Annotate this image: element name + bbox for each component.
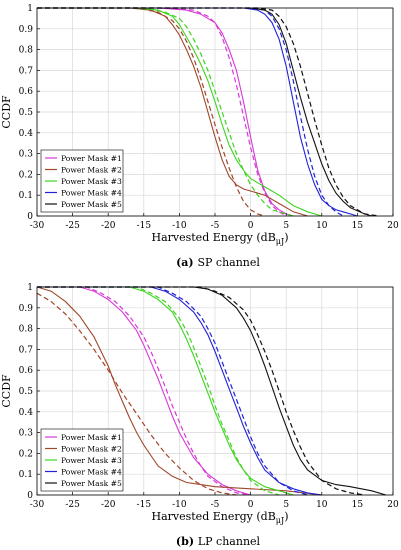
series-line-dashed-2	[37, 7, 265, 217]
y-tick-label: 0.2	[19, 449, 33, 459]
y-tick-label: 0.8	[19, 46, 34, 56]
series-line-solid-3	[37, 7, 322, 217]
x-tick-label: -10	[172, 500, 187, 510]
series-line-solid-2	[36, 286, 322, 496]
x-tick-label: 10	[316, 500, 328, 510]
x-tick-label: 10	[316, 221, 328, 231]
y-tick-label: 0.9	[19, 304, 34, 314]
series-line-dashed-5	[37, 286, 365, 496]
y-tick-label: 0.4	[19, 129, 34, 139]
legend-label-1: Power Mask #1	[61, 433, 122, 442]
y-tick-label: 0.6	[19, 366, 34, 376]
y-tick-label: 0.3	[19, 429, 34, 439]
series-line-dashed-1	[37, 7, 287, 217]
legend: Power Mask #1 Power Mask #2 Power Mask #3 P…	[40, 428, 124, 492]
x-tick-label: 0	[248, 221, 254, 231]
x-tick-label: -20	[101, 500, 116, 510]
series-line-solid-5	[37, 7, 372, 217]
chart-panel-b: -30 -25 -20 -15 -10 -5 0 5 10 15 20 0 0.1 0.2 0.3 0.4 0.…	[0, 283, 399, 548]
y-tick-label: 0.2	[19, 170, 33, 180]
y-tick-label: 1	[27, 4, 33, 14]
series-line-dashed-2	[36, 292, 237, 496]
series-line-dashed-1	[37, 286, 251, 496]
legend-label-4: Power Mask #4	[61, 468, 122, 477]
series-line-solid-1	[37, 286, 251, 496]
x-tick-label: 20	[387, 500, 399, 510]
y-tick-label: 0.7	[19, 66, 34, 76]
legend-label-4: Power Mask #4	[61, 189, 122, 198]
series-line-dashed-3	[37, 7, 294, 217]
legend-label-3: Power Mask #3	[61, 456, 122, 465]
series-line-dashed-4	[37, 286, 308, 496]
x-tick-label: -20	[101, 221, 116, 231]
series-line-solid-4	[37, 286, 322, 496]
legend-box	[40, 428, 124, 492]
x-tick-label: 15	[352, 500, 364, 510]
y-tick-label: 0.6	[19, 87, 34, 97]
legend-label-3: Power Mask #3	[61, 177, 122, 186]
x-tick-label: -5	[211, 221, 220, 231]
series-line-solid-3	[37, 286, 294, 496]
y-tick-label: 0.3	[19, 150, 34, 160]
legend-label-2: Power Mask #2	[61, 445, 122, 454]
x-tick-label: -25	[65, 221, 80, 231]
y-axis-label: CCDF	[0, 95, 13, 129]
series-line-solid-5	[37, 286, 387, 496]
series-group	[36, 286, 387, 496]
legend: Power Mask #1 Power Mask #2 Power Mask #3 P…	[40, 149, 124, 213]
caption: (a) SP channel	[176, 256, 260, 269]
series-line-solid-4	[37, 7, 358, 217]
x-tick-label: 0	[248, 500, 254, 510]
x-tick-label: 5	[283, 500, 289, 510]
y-tick-label: 0.7	[19, 345, 34, 355]
y-tick-label: 0.5	[19, 387, 34, 397]
y-tick-label: 0.8	[19, 325, 34, 335]
legend-label-5: Power Mask #5	[61, 479, 122, 488]
x-tick-label: 20	[387, 221, 399, 231]
x-tick-label: -25	[65, 500, 80, 510]
legend-label-1: Power Mask #1	[61, 154, 122, 163]
chart-panel-a: -30 -25 -20 -15 -10 -5 0 5 10 15 20 0 0.1 0.2 0.3 0.4 0.…	[0, 4, 399, 269]
x-tick-label: 15	[352, 221, 364, 231]
x-tick-label: -15	[137, 500, 152, 510]
x-axis-label: Harvested Energy (dBμJ)	[151, 231, 288, 246]
legend-label-2: Power Mask #2	[61, 166, 122, 175]
y-tick-label: 0.4	[19, 408, 34, 418]
series-line-dashed-5	[37, 7, 379, 217]
x-tick-label: -30	[30, 221, 45, 231]
legend-label-5: Power Mask #5	[61, 200, 122, 209]
x-tick-label: -30	[30, 500, 45, 510]
x-tick-label: -15	[137, 221, 152, 231]
series-group	[37, 7, 379, 217]
y-axis-label: CCDF	[0, 374, 13, 408]
y-tick-label: 0.9	[19, 25, 34, 35]
series-line-solid-1	[37, 7, 294, 217]
y-tick-label: 0	[27, 212, 33, 222]
x-tick-label: -10	[172, 221, 187, 231]
caption: (b) LP channel	[176, 535, 261, 548]
series-line-solid-2	[37, 7, 308, 217]
x-tick-label: 5	[283, 221, 289, 231]
y-tick-label: 0.5	[19, 108, 34, 118]
x-axis-label: Harvested Energy (dBμJ)	[151, 510, 288, 525]
y-tick-label: 0.1	[19, 191, 33, 201]
y-tick-label: 0.1	[19, 470, 33, 480]
x-tick-label: -5	[211, 500, 220, 510]
y-tick-label: 1	[27, 283, 33, 293]
y-tick-label: 0	[27, 491, 33, 501]
